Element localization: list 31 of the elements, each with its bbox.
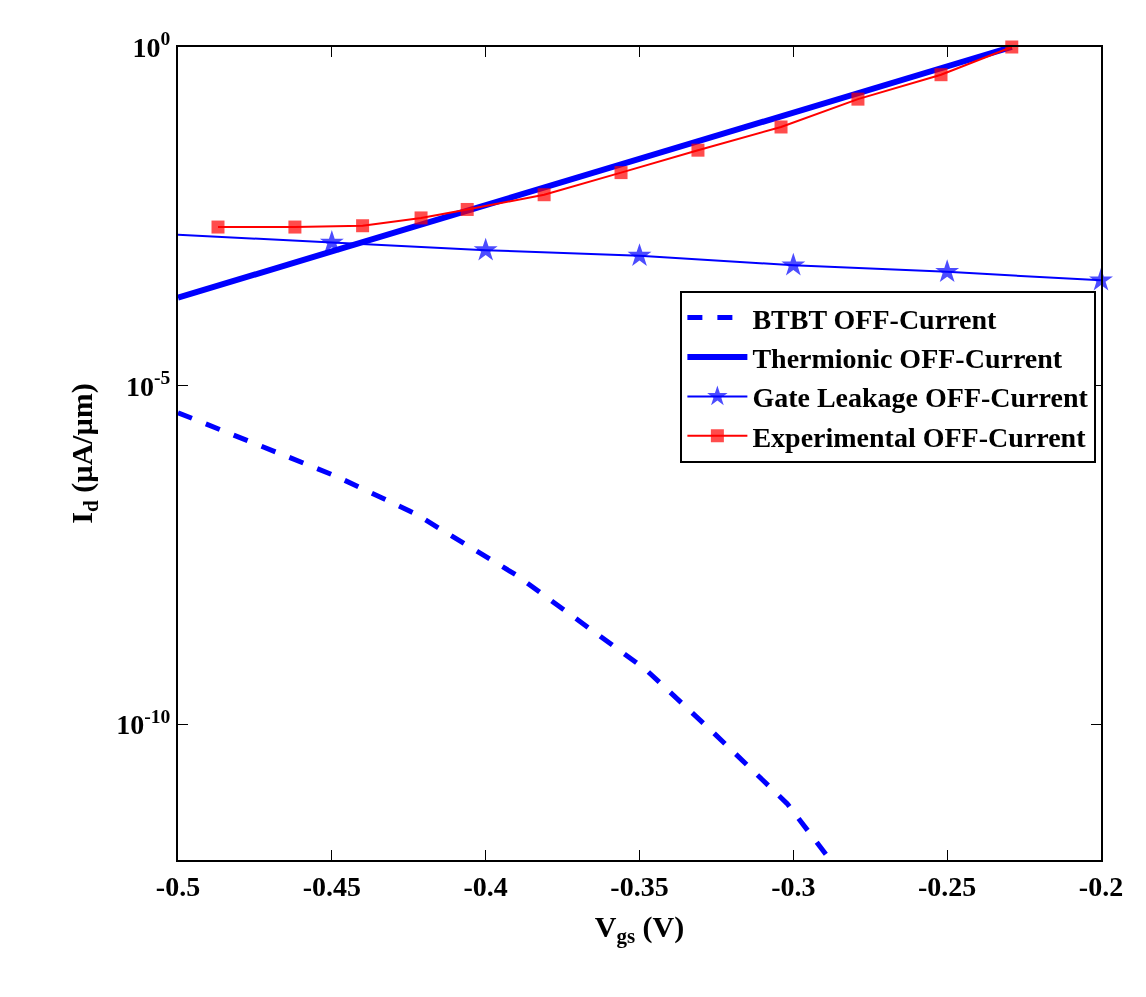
point	[851, 92, 865, 106]
point	[537, 188, 551, 202]
y-tick-label: 10$^{-5}$	[126, 366, 171, 402]
x-tick-label: -0.25	[918, 870, 977, 902]
point	[211, 220, 225, 234]
x-tick-label: -0.4	[463, 870, 508, 902]
point	[319, 229, 344, 253]
x-tick-label: -0.5	[155, 870, 201, 902]
x-axis-title: V$_{gs}$ (V)	[594, 909, 685, 948]
point	[627, 243, 652, 266]
legend-label: Gate Leakage OFF-Current	[752, 382, 1089, 414]
point	[614, 166, 628, 180]
point	[473, 237, 498, 261]
point	[288, 220, 302, 234]
y-tick-label: 10$^{-10}$	[116, 705, 171, 741]
point	[935, 259, 960, 283]
legend-label: Experimental OFF-Current	[752, 421, 1087, 453]
point	[356, 219, 370, 233]
point	[691, 143, 705, 157]
point	[774, 120, 788, 134]
x-tick-label: -0.35	[610, 870, 669, 902]
point	[934, 68, 948, 82]
x-tick-label: -0.45	[302, 870, 361, 902]
x-tick-label: -0.3	[771, 870, 816, 902]
point	[460, 202, 474, 216]
legend-label: Thermionic OFF-Current	[752, 342, 1063, 374]
y-tick-label: 10$^{0}$	[132, 28, 171, 63]
legend-label: BTBT OFF-Current	[752, 303, 998, 335]
point	[414, 211, 428, 225]
x-tick-label: -0.2	[1078, 870, 1124, 902]
point	[781, 252, 806, 276]
